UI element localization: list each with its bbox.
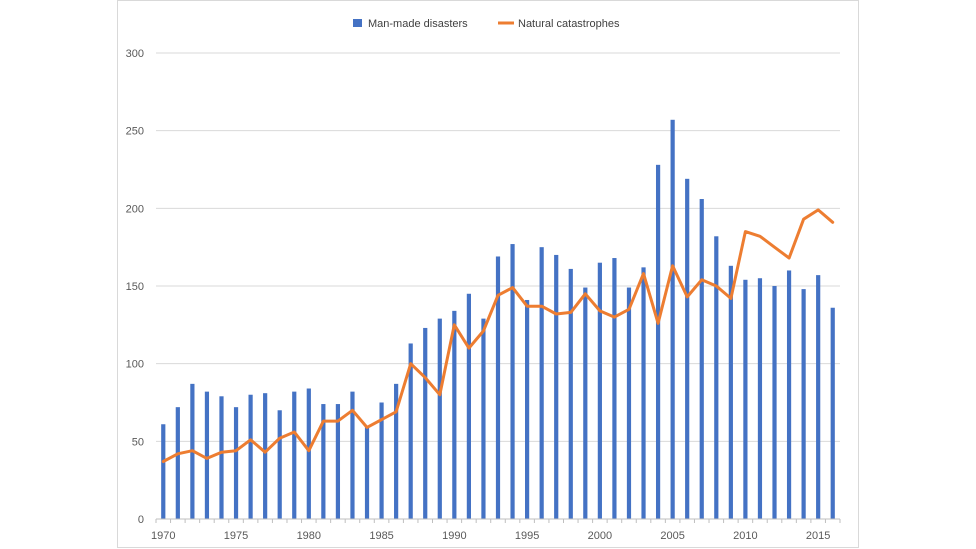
axes: 0 50 100 150 200 250 300 1970 1975 1980 1985 1990 19… [126,48,841,542]
line-natural-catastrophes [161,208,835,463]
bar-1975 [233,407,239,519]
bar-1991 [466,293,471,519]
chart-frame: 0 50 100 150 200 250 300 1970 1975 1980 1985 1990 19… [117,0,859,548]
bar-1983 [350,391,355,519]
bar-1990 [452,310,457,519]
y-tick-label: 50 [132,436,144,448]
x-tick-label: 1970 [151,530,175,542]
bar-1989 [437,318,442,519]
bar-1999 [583,287,588,519]
x-tick-label: 1990 [442,530,466,542]
bar-2002 [626,287,632,519]
bar-1978 [277,410,282,519]
bar-1971 [175,407,180,519]
bar-2008 [714,236,719,519]
y-tick-label: 150 [126,281,144,293]
x-tick-label: 1985 [369,530,393,542]
bar-1974 [219,396,224,519]
bar-2013 [786,270,792,519]
bar-2005 [670,119,675,519]
legend-label-natural: Natural catastrophes [518,18,620,30]
bar-2004 [655,164,661,519]
line-series-natural [161,208,835,463]
bar-1981 [321,404,326,519]
legend: Man-made disasters Natural catastrophes [353,18,620,30]
bar-1970 [161,424,166,519]
y-tick-label: 200 [126,203,144,215]
bar-2006 [685,178,690,519]
chart-plot: 0 50 100 150 200 250 300 1970 1975 1980 1985 1990 19… [126,18,841,542]
legend-swatch-man-made [353,19,362,27]
bar-2010 [743,279,748,519]
x-tick-label: 1975 [224,530,248,542]
bar-2007 [699,199,704,519]
bar-1995 [525,299,530,519]
bar-2003 [641,267,646,519]
bar-1992 [481,318,486,519]
x-tick-label: 1980 [297,530,321,542]
bar-2015 [816,275,821,519]
x-tick-label: 2010 [733,530,757,542]
bar-1982 [335,404,341,519]
bar-1980 [306,388,311,519]
bar-1987 [408,343,413,519]
bar-1979 [292,391,297,519]
bar-2016 [830,307,835,519]
bar-1977 [263,393,268,519]
bar-series-man-made [161,119,835,519]
bar-2011 [757,278,763,519]
y-tick-label: 100 [126,359,144,371]
bar-1986 [394,383,399,519]
bar-1985 [379,402,384,519]
bar-1984 [364,425,370,519]
bar-2009 [728,265,733,519]
x-tick-label: 2000 [588,530,612,542]
bar-2001 [612,258,617,519]
bar-1988 [423,327,428,519]
bar-1998 [568,268,573,519]
bar-1996 [539,247,544,519]
y-tick-label: 0 [138,514,144,526]
bar-2014 [801,289,806,519]
bar-2012 [772,286,777,519]
x-tick-label: 2015 [806,530,830,542]
x-tick-label: 1995 [515,530,539,542]
bar-1997 [554,254,559,519]
bar-1973 [204,391,210,519]
y-tick-label: 250 [126,126,144,138]
bar-1993 [495,256,501,519]
y-tick-label: 300 [126,48,144,60]
bar-1994 [510,244,515,519]
bar-1976 [248,394,253,519]
x-tick-label: 2005 [660,530,684,542]
bar-2000 [597,262,602,519]
legend-label-man-made: Man-made disasters [368,18,468,30]
